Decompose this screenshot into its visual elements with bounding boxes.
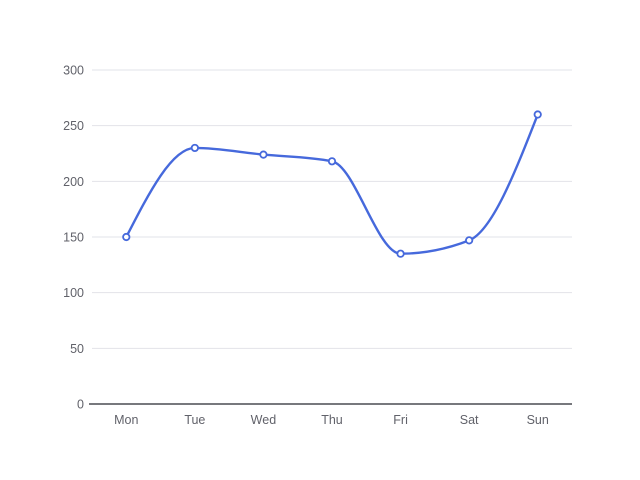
data-point[interactable] [396,249,405,258]
y-axis-labels: 0 50 100 150 200 250 300 [63,64,84,412]
series-group [125,113,539,255]
x-axis-tick-label: Wed [251,413,277,427]
x-axis-tick-label: Thu [321,413,343,427]
y-axis-tick-label: 100 [63,286,84,300]
x-axis-tick-label: Fri [393,413,408,427]
y-axis-tick-label: 150 [63,231,84,245]
y-axis-tick-label: 50 [70,342,84,356]
y-axis-tick-label: 200 [63,175,84,189]
x-axis-tick-label: Sat [460,413,479,427]
data-point[interactable] [327,157,337,166]
x-axis-labels: Mon Tue Wed Thu Fri Sat Sun [114,413,549,427]
y-axis-tick-label: 250 [63,119,84,133]
data-point[interactable] [190,143,199,153]
x-axis-tick-label: Mon [114,413,138,427]
y-axis-tick-label: 300 [63,64,84,78]
y-axis-tick-label: 0 [77,398,84,412]
x-axis-tick-label: Sun [527,413,549,427]
grid-lines [92,69,572,349]
data-points-group [122,110,542,258]
data-point[interactable] [259,150,268,159]
x-axis-tick-label: Tue [184,413,205,427]
data-point[interactable] [465,236,474,245]
data-point[interactable] [122,232,131,242]
series-line [125,113,539,255]
data-point[interactable] [533,110,542,119]
